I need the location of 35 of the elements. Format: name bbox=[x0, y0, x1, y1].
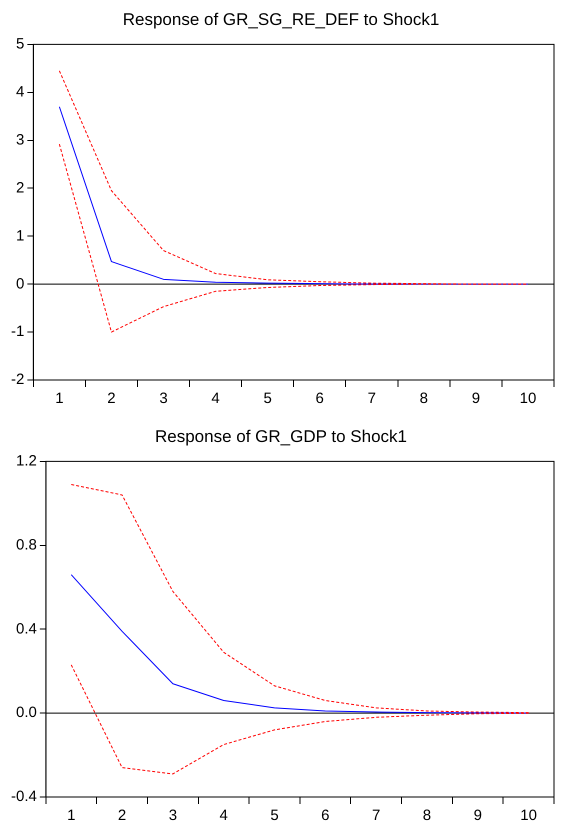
y-tick-label: 4 bbox=[16, 83, 24, 100]
y-tick-label: 1.2 bbox=[16, 452, 37, 470]
chart-title: Response of GR_GDP to Shock1 bbox=[155, 426, 407, 446]
x-tick-label: 9 bbox=[472, 390, 480, 408]
y-tick-label: 0.4 bbox=[16, 620, 37, 638]
x-tick-label: 6 bbox=[316, 390, 324, 408]
y-tick-label: 1 bbox=[16, 227, 24, 244]
x-tick-label: 10 bbox=[520, 390, 536, 408]
x-tick-label: 2 bbox=[118, 807, 126, 824]
x-tick-label: 9 bbox=[474, 807, 482, 824]
y-tick-label: -2 bbox=[10, 371, 24, 388]
y-tick-label: 0.8 bbox=[16, 536, 37, 554]
chart-title: Response of GR_SG_RE_DEF to Shock1 bbox=[122, 10, 440, 29]
x-tick-label: 8 bbox=[420, 390, 428, 408]
y-tick-label: 0.0 bbox=[16, 704, 37, 722]
y-tick-label: -1 bbox=[10, 323, 24, 340]
x-tick-label: 4 bbox=[220, 807, 228, 824]
x-tick-label: 6 bbox=[321, 807, 330, 824]
x-tick-label: 7 bbox=[368, 390, 376, 408]
x-tick-label: 3 bbox=[168, 807, 178, 824]
x-tick-label: 5 bbox=[263, 390, 272, 408]
x-tick-label: 7 bbox=[372, 807, 380, 824]
y-tick-label: 5 bbox=[16, 36, 24, 53]
y-tick-label: -0.4 bbox=[10, 788, 37, 806]
y-tick-label: 3 bbox=[16, 131, 24, 148]
x-tick-label: 4 bbox=[211, 390, 220, 408]
x-tick-label: 3 bbox=[159, 390, 168, 408]
y-tick-label: 2 bbox=[16, 179, 24, 196]
x-tick-label: 8 bbox=[422, 807, 432, 824]
y-tick-label: 0 bbox=[16, 275, 24, 292]
x-tick-label: 1 bbox=[55, 390, 64, 408]
x-tick-label: 1 bbox=[67, 807, 76, 824]
x-tick-label: 10 bbox=[520, 807, 537, 824]
x-tick-label: 2 bbox=[107, 390, 116, 408]
x-tick-label: 5 bbox=[270, 807, 279, 824]
